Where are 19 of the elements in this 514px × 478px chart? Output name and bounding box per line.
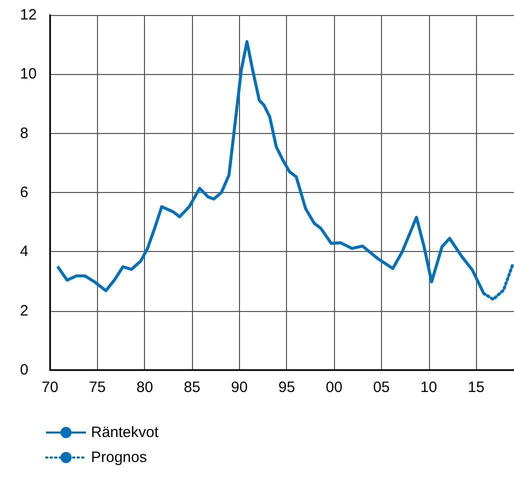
- y-tick-label: 10: [20, 66, 37, 83]
- x-tick-label: 10: [420, 379, 438, 396]
- legend-label: Prognos: [91, 449, 147, 466]
- y-tick-label: 8: [20, 124, 28, 142]
- x-tick-label: 05: [373, 379, 390, 396]
- x-tick-label: 90: [231, 379, 248, 396]
- y-tick-label: 2: [20, 302, 28, 320]
- x-tick-label: 75: [89, 379, 106, 396]
- y-tick-label: 4: [20, 243, 28, 260]
- y-tick-label: 0: [20, 362, 28, 378]
- y-tick-label: 6: [20, 184, 28, 201]
- y-tick-label: 12: [20, 6, 37, 24]
- x-tick-label: 85: [184, 379, 200, 396]
- legend-label: Räntekvot: [91, 424, 160, 441]
- x-tick-label: 80: [136, 379, 154, 396]
- x-tick-label: 00: [326, 379, 342, 396]
- x-tick-label: 70: [42, 379, 58, 396]
- x-tick-label: 15: [468, 379, 484, 396]
- x-tick-label: 95: [278, 379, 296, 396]
